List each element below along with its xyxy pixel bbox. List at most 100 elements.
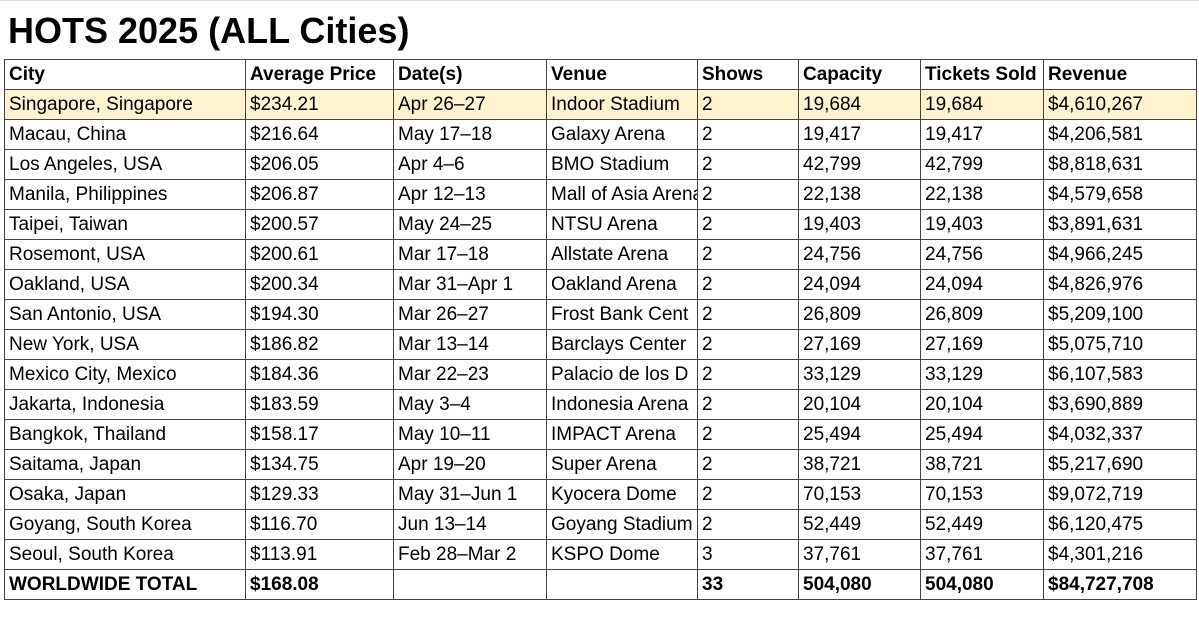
cell: 19,403 (920, 209, 1044, 240)
cell: 33,129 (798, 359, 921, 390)
cell: BMO Stadium (546, 149, 698, 180)
cell: NTSU Arena (546, 209, 698, 240)
cell: Goyang Stadium (546, 509, 698, 540)
cell: $9,072,719 (1043, 479, 1197, 510)
cell: Kyocera Dome (546, 479, 698, 510)
cell: $186.82 (245, 329, 394, 360)
cell: Mar 26–27 (393, 299, 547, 330)
cell: 19,417 (920, 119, 1044, 150)
data-row: Rosemont, USA $200.61 Mar 17–18 Allstate Ar… (4, 239, 1197, 270)
cell: $6,107,583 (1043, 359, 1197, 390)
cell: $5,217,690 (1043, 449, 1197, 480)
cell: 2 (697, 479, 799, 510)
cell: 33,129 (920, 359, 1044, 390)
cell: $216.64 (245, 119, 394, 150)
cell: Jun 13–14 (393, 509, 547, 540)
cell: 2 (697, 419, 799, 450)
cell: Oakland, USA (4, 269, 246, 300)
cell: Super Arena (546, 449, 698, 480)
data-row: Goyang, South Korea $116.70 Jun 13–14 Goyan… (4, 509, 1197, 540)
cell: $4,826,976 (1043, 269, 1197, 300)
cell: $4,032,337 (1043, 419, 1197, 450)
cell: Average Price (245, 59, 394, 90)
cell (546, 569, 698, 600)
cell: 70,153 (798, 479, 921, 510)
cell: 2 (697, 209, 799, 240)
grid-band (0, 0, 1199, 59)
data-row: Saitama, Japan $134.75 Apr 19–20 Super Aren… (4, 449, 1197, 480)
cell: $6,120,475 (1043, 509, 1197, 540)
cell: Bangkok, Thailand (4, 419, 246, 450)
cell: Osaka, Japan (4, 479, 246, 510)
data-row: Osaka, Japan $129.33 May 31–Jun 1 Kyocera D… (4, 479, 1197, 510)
cell: Indoor Stadium (546, 89, 698, 120)
cell: Venue (546, 59, 698, 90)
cell: $4,579,658 (1043, 179, 1197, 210)
cell: Taipei, Taiwan (4, 209, 246, 240)
cell: Mar 22–23 (393, 359, 547, 390)
cell: $8,818,631 (1043, 149, 1197, 180)
cell: May 3–4 (393, 389, 547, 420)
data-row: Oakland, USA $200.34 Mar 31–Apr 1 Oakland A… (4, 269, 1197, 300)
cell: May 17–18 (393, 119, 547, 150)
cell: $4,301,216 (1043, 539, 1197, 570)
cell: New York, USA (4, 329, 246, 360)
cell: 3 (697, 539, 799, 570)
cell: Indonesia Arena (546, 389, 698, 420)
cell: May 10–11 (393, 419, 547, 450)
cell: City (4, 59, 246, 90)
data-row: Taipei, Taiwan $200.57 May 24–25 NTSU Arena… (4, 209, 1197, 240)
cell: Date(s) (393, 59, 547, 90)
cell: Frost Bank Cent (546, 299, 698, 330)
cell: Shows (697, 59, 799, 90)
cell: Palacio de los D (546, 359, 698, 390)
data-row: Singapore, Singapore $234.21 Apr 26–27 Indo… (4, 89, 1197, 120)
header-row: City Average Price Date(s) Venue Shows Capaci… (4, 59, 1197, 90)
cell: $183.59 (245, 389, 394, 420)
cell: Allstate Arena (546, 239, 698, 270)
cell: 27,169 (798, 329, 921, 360)
cell: 19,403 (798, 209, 921, 240)
cell: 2 (697, 239, 799, 270)
cell: 19,417 (798, 119, 921, 150)
cell: 2 (697, 149, 799, 180)
cell: $234.21 (245, 89, 394, 120)
cell: 2 (697, 179, 799, 210)
cell: 504,080 (920, 569, 1044, 600)
cell: Goyang, South Korea (4, 509, 246, 540)
cell: 52,449 (920, 509, 1044, 540)
cell: 42,799 (920, 149, 1044, 180)
data-row: San Antonio, USA $194.30 Mar 26–27 Frost Ba… (4, 299, 1197, 330)
cell: Singapore, Singapore (4, 89, 246, 120)
cell: Manila, Philippines (4, 179, 246, 210)
cell: Barclays Center (546, 329, 698, 360)
cell: $5,075,710 (1043, 329, 1197, 360)
cell: $194.30 (245, 299, 394, 330)
cell: 25,494 (920, 419, 1044, 450)
cell: Apr 26–27 (393, 89, 547, 120)
data-row: New York, USA $186.82 Mar 13–14 Barclays Ce… (4, 329, 1197, 360)
data-row: Seoul, South Korea $113.91 Feb 28–Mar 2 KSP… (4, 539, 1197, 570)
cell: Mexico City, Mexico (4, 359, 246, 390)
data-table: City Average Price Date(s) Venue Shows Capaci… (4, 59, 1197, 600)
cell: 20,104 (798, 389, 921, 420)
cell: May 31–Jun 1 (393, 479, 547, 510)
cell: 2 (697, 329, 799, 360)
cell: 2 (697, 89, 799, 120)
cell: 37,761 (798, 539, 921, 570)
cell: 20,104 (920, 389, 1044, 420)
cell: Oakland Arena (546, 269, 698, 300)
cell: $129.33 (245, 479, 394, 510)
cell: 27,169 (920, 329, 1044, 360)
cell: 38,721 (920, 449, 1044, 480)
cell: Mar 17–18 (393, 239, 547, 270)
cell: 22,138 (920, 179, 1044, 210)
cell: 26,809 (798, 299, 921, 330)
cell: $4,206,581 (1043, 119, 1197, 150)
cell: 24,756 (920, 239, 1044, 270)
cell: 22,138 (798, 179, 921, 210)
cell: Jakarta, Indonesia (4, 389, 246, 420)
total-row: WORLDWIDE TOTAL $168.08 33 504,080 504,080 $8… (4, 569, 1197, 600)
cell: $4,966,245 (1043, 239, 1197, 270)
